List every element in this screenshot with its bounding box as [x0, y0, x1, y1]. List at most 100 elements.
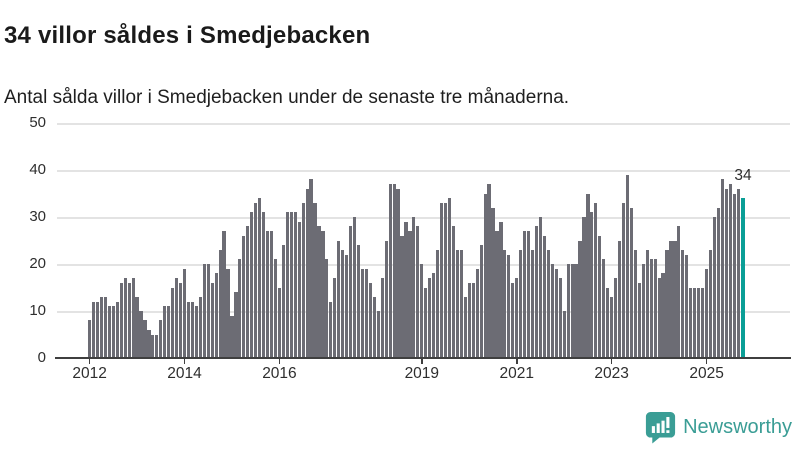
x-axis-label: 2019 [404, 365, 440, 382]
bar [293, 212, 297, 358]
bar [621, 202, 626, 358]
bar [135, 296, 139, 358]
bar [222, 231, 226, 358]
bar [416, 226, 420, 358]
bar [88, 320, 92, 358]
bar [728, 184, 732, 358]
bar [629, 207, 634, 358]
bar [523, 231, 527, 358]
bar [380, 278, 384, 358]
bar [400, 235, 404, 358]
bar [333, 278, 337, 358]
bar [214, 273, 218, 358]
gridline-40 [57, 170, 790, 172]
y-axis-label: 0 [37, 349, 46, 366]
bar [396, 188, 400, 358]
bar [186, 301, 191, 358]
bar [463, 296, 467, 358]
bar [527, 231, 531, 358]
bar [614, 278, 618, 358]
bar [123, 278, 127, 358]
x-axis-label: 2012 [72, 365, 107, 382]
bar [483, 193, 487, 358]
bar [736, 188, 740, 358]
bar [182, 268, 187, 358]
bar [325, 259, 329, 358]
bar [119, 282, 123, 358]
bar [546, 249, 550, 358]
bar [171, 287, 175, 358]
bar [175, 278, 179, 358]
bar [542, 235, 546, 358]
y-axis-label: 30 [29, 208, 46, 225]
bar [301, 202, 305, 358]
bar [681, 249, 685, 358]
gridline-50 [57, 123, 790, 125]
bar [443, 202, 448, 358]
bar [309, 179, 313, 358]
bar [432, 273, 436, 358]
bar [297, 221, 301, 358]
bar [633, 249, 637, 358]
bar [317, 226, 321, 358]
bar [439, 202, 444, 358]
bar [519, 249, 523, 358]
bar [574, 264, 578, 358]
x-axis-tick [610, 359, 613, 364]
x-axis-line [55, 356, 791, 359]
bar [404, 221, 408, 358]
bar [594, 202, 598, 358]
bar [289, 212, 293, 358]
bar [230, 315, 234, 358]
bar [250, 212, 254, 358]
bar [436, 249, 440, 358]
bar [337, 240, 341, 358]
bar [155, 334, 159, 358]
bar [641, 264, 645, 358]
bar [285, 212, 289, 358]
bar [554, 268, 558, 358]
bar [685, 254, 689, 358]
x-axis-tick [421, 359, 423, 364]
bar [206, 264, 210, 358]
bar [420, 264, 424, 358]
bar [424, 287, 428, 358]
bar [341, 249, 345, 358]
bar [356, 245, 361, 358]
bar [704, 268, 709, 358]
bar [151, 334, 155, 358]
chart-subtitle: Antal sålda villor i Smedjebacken under … [4, 87, 570, 108]
bar [689, 287, 693, 358]
bar [451, 226, 456, 358]
x-axis-tick [705, 359, 708, 364]
bar [693, 287, 697, 358]
bar [515, 278, 519, 358]
bar [408, 231, 412, 358]
bar [487, 184, 491, 358]
bar [388, 184, 392, 358]
bar [345, 254, 349, 358]
last-value-label: 34 [734, 167, 752, 184]
x-axis-tick [278, 359, 281, 364]
bar [503, 249, 507, 358]
bar [127, 282, 131, 358]
x-axis-label: 2016 [262, 365, 297, 382]
bar [578, 240, 582, 358]
bar [645, 249, 649, 358]
bar [673, 240, 677, 358]
bar [372, 296, 376, 358]
bar [218, 249, 222, 358]
bar [724, 188, 728, 358]
bar [598, 235, 602, 358]
y-axis-label: 40 [29, 161, 46, 178]
bar [558, 278, 562, 358]
bar [364, 268, 369, 358]
bar [178, 282, 183, 358]
bar [305, 188, 309, 358]
bar [262, 212, 266, 358]
bar [471, 282, 475, 358]
bar [313, 202, 317, 358]
bar [349, 226, 353, 358]
bar [258, 198, 262, 358]
x-axis-label: 2014 [167, 365, 202, 382]
